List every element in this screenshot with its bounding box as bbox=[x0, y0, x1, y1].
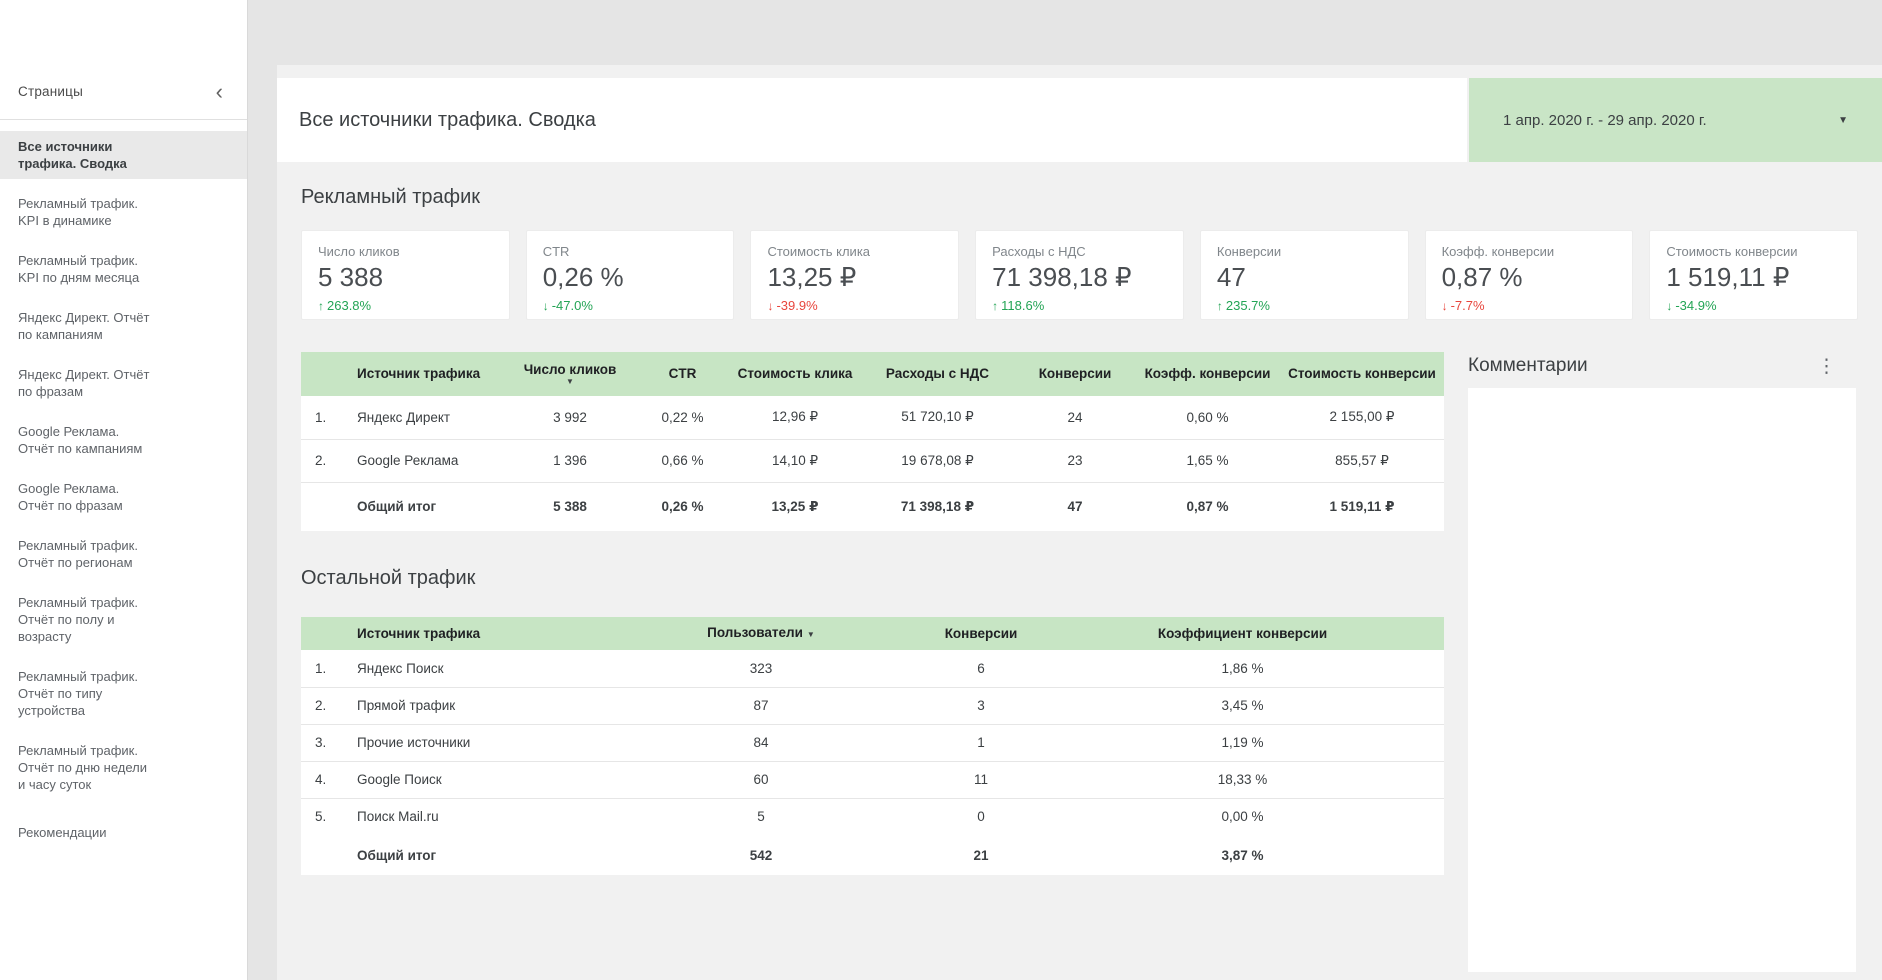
trend-up-icon: ↑ bbox=[318, 299, 324, 313]
sidebar-item-direct-campaigns[interactable]: Яндекс Директ. Отчёт по кампаниям bbox=[18, 310, 150, 342]
comments-panel bbox=[1468, 388, 1856, 972]
section-title-ads: Рекламный трафик bbox=[301, 186, 481, 208]
kpi-card-conversions: Конверсии 47 ↑ 235.7% bbox=[1199, 230, 1409, 320]
trend-up-icon: ↑ bbox=[1216, 299, 1223, 313]
sidebar-item-weekday-hour[interactable]: Рекламный трафик. Отчёт по дню недели и … bbox=[18, 743, 147, 792]
kpi-card-ctr: CTR 0,26 % ↓ -47.0% bbox=[525, 230, 735, 320]
sidebar-divider bbox=[0, 119, 247, 120]
sidebar-item-kpi-dynamics[interactable]: Рекламный трафик. KPI в динамике bbox=[18, 196, 138, 228]
column-header-expenses[interactable]: Расходы с НДС bbox=[860, 352, 1015, 396]
page-title: Все источники трафика. Сводка bbox=[299, 108, 596, 131]
table-row: 1. Яндекс Директ 3 992 0,22 % 12,96 ₽ 51… bbox=[301, 396, 1444, 440]
column-header-cpa[interactable]: Стоимость конверсии bbox=[1280, 352, 1444, 396]
report-header-band: Все источники трафика. Сводка 1 апр. 202… bbox=[277, 78, 1882, 162]
other-traffic-table: Источник трафика Пользователи ▼ Конверсии… bbox=[301, 617, 1444, 875]
column-header-source[interactable]: Источник трафика bbox=[345, 617, 601, 650]
table-header-row: Источник трафика Число кликов ▼ CTR Стоим… bbox=[301, 352, 1444, 396]
sidebar-item-direct-phrases[interactable]: Яндекс Директ. Отчёт по фразам bbox=[18, 367, 150, 399]
column-header-source[interactable]: Источник трафика bbox=[345, 352, 505, 396]
kpi-scorecards: Число кликов 5 388 ↑ 263.8% CTR 0,26 % ↓ -… bbox=[301, 230, 1859, 320]
trend-down-icon: ↓ bbox=[1666, 299, 1673, 313]
date-range-value: 1 апр. 2020 г. - 29 апр. 2020 г. bbox=[1503, 111, 1707, 129]
column-header-conversions[interactable]: Конверсии bbox=[1015, 352, 1135, 396]
sort-desc-icon: ▼ bbox=[806, 629, 815, 639]
trend-up-icon: ↑ bbox=[992, 299, 999, 313]
report-title-card: Все источники трафика. Сводка bbox=[277, 78, 1467, 162]
sidebar-header: Страницы ‹ bbox=[0, 0, 247, 119]
kpi-card-cpa: Стоимость конверсии 1 519,11 ₽ ↓ -34.9% bbox=[1649, 230, 1859, 320]
ads-traffic-table: Источник трафика Число кликов ▼ CTR Стоим… bbox=[301, 352, 1444, 531]
sidebar-title: Страницы bbox=[18, 84, 83, 99]
kpi-card-expenses: Расходы с НДС 71 398,18 ₽ ↑ 118.6% bbox=[975, 230, 1184, 320]
sort-desc-icon: ▼ bbox=[566, 377, 574, 386]
column-header-cr[interactable]: Коэффициент конверсии bbox=[1041, 617, 1444, 650]
sidebar-item-gads-phrases[interactable]: Google Реклама. Отчёт по фразам bbox=[18, 481, 123, 513]
column-header-cr[interactable]: Коэфф. конверсии bbox=[1135, 352, 1280, 396]
column-header-clicks-sorted[interactable]: Число кликов ▼ bbox=[505, 352, 635, 396]
sidebar-item-gender-age[interactable]: Рекламный трафик. Отчёт по полу и возрас… bbox=[18, 595, 138, 644]
table-row: 2. Google Реклама 1 396 0,66 % 14,10 ₽ 1… bbox=[301, 439, 1444, 483]
kpi-card-clicks: Число кликов 5 388 ↑ 263.8% bbox=[301, 230, 510, 320]
trend-down-icon: ↓ bbox=[1441, 299, 1448, 313]
column-header-conversions[interactable]: Конверсии bbox=[921, 617, 1041, 650]
comments-title: Комментарии bbox=[1468, 355, 1588, 376]
date-range-picker[interactable]: 1 апр. 2020 г. - 29 апр. 2020 г. ▼ bbox=[1469, 78, 1882, 162]
table-row: 5. Поиск Mail.ru 5 0 0,00 % bbox=[301, 798, 1444, 835]
table-row: 4. Google Поиск 60 11 18,33 % bbox=[301, 761, 1444, 799]
sidebar-item-device-type[interactable]: Рекламный трафик. Отчёт по типу устройст… bbox=[18, 669, 138, 718]
sidebar-item-kpi-by-days[interactable]: Рекламный трафик. KPI по дням месяца bbox=[18, 253, 140, 285]
kpi-card-conversion-rate: Коэфф. конверсии 0,87 % ↓ -7.7% bbox=[1424, 230, 1634, 320]
column-header-cpc[interactable]: Стоимость клика bbox=[730, 352, 860, 396]
table-row: 2. Прямой трафик 87 3 3,45 % bbox=[301, 687, 1444, 725]
table-row: 3. Прочие источники 84 1 1,19 % bbox=[301, 724, 1444, 762]
table-total-row: Общий итог 5 388 0,26 % 13,25 ₽ 71 398,1… bbox=[301, 481, 1444, 531]
column-header-ctr[interactable]: CTR bbox=[635, 352, 730, 396]
collapse-sidebar-icon[interactable]: ‹ bbox=[215, 79, 223, 104]
comments-header: Комментарии ⋮ bbox=[1468, 352, 1858, 380]
comments-column: Комментарии ⋮ bbox=[1468, 352, 1858, 972]
sidebar-item-recommendations[interactable]: Рекомендации bbox=[18, 825, 107, 840]
kebab-menu-icon[interactable]: ⋮ bbox=[1817, 355, 1836, 377]
table-total-row: Общий итог 542 21 3,87 % bbox=[301, 835, 1444, 875]
trend-down-icon: ↓ bbox=[542, 299, 549, 313]
sidebar-item-gads-campaigns[interactable]: Google Реклама. Отчёт по кампаниям bbox=[18, 424, 143, 456]
tables-column: Источник трафика Число кликов ▼ CTR Стоим… bbox=[301, 352, 1444, 972]
sidebar-item-all-traffic-summary[interactable]: Все источники трафика. Сводка bbox=[0, 131, 247, 179]
column-header-users-sorted[interactable]: Пользователи ▼ bbox=[601, 617, 921, 650]
section-title-other: Остальной трафик bbox=[301, 567, 476, 589]
sidebar-item-regions[interactable]: Рекламный трафик. Отчёт по регионам bbox=[18, 538, 138, 570]
report-canvas: Все источники трафика. Сводка 1 апр. 202… bbox=[277, 65, 1882, 980]
pages-sidebar: Страницы ‹ Все источники трафика. Сводка… bbox=[0, 0, 248, 980]
pages-list: Все источники трафика. Сводка Рекламный … bbox=[0, 120, 247, 848]
table-header-row: Источник трафика Пользователи ▼ Конверсии… bbox=[301, 617, 1444, 650]
kpi-card-cpc: Стоимость клика 13,25 ₽ ↓ -39.9% bbox=[750, 230, 960, 320]
table-row: 1. Яндекс Поиск 323 6 1,86 % bbox=[301, 650, 1444, 688]
content-row: Источник трафика Число кликов ▼ CTR Стоим… bbox=[301, 352, 1858, 972]
trend-down-icon: ↓ bbox=[767, 299, 774, 313]
chevron-down-icon: ▼ bbox=[1838, 114, 1848, 126]
